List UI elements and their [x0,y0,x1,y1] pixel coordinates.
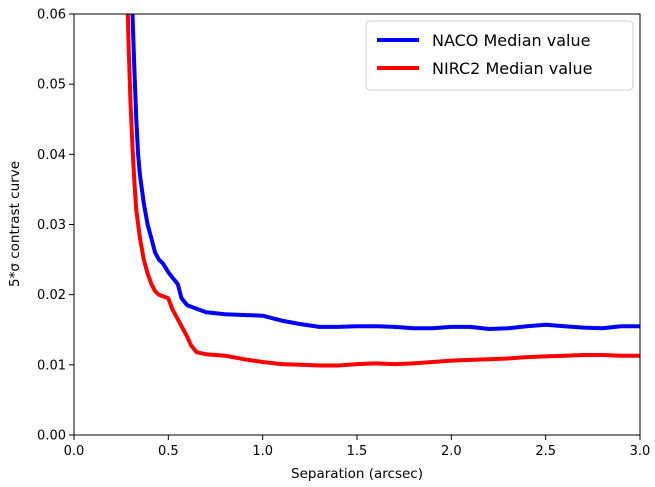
series-line-naco [130,14,640,331]
legend-label-nirc2: NIRC2 Median value [432,59,592,78]
y-tick-label: 0.03 [37,218,66,233]
y-axis-label: 5*σ contrast curve [7,161,23,287]
legend-box [365,20,634,91]
y-tick-label: 0.00 [37,429,66,444]
x-tick-label: 0.0 [64,444,85,459]
x-tick-label: 2.5 [535,444,556,459]
series-line-nirc2 [125,14,640,368]
x-tick-label: 0.5 [158,444,179,459]
y-tick-label: 0.01 [37,358,66,373]
y-tick-label: 0.06 [37,8,66,23]
x-tick-label: 1.5 [347,444,368,459]
legend: NACO Median value NIRC2 Median value [365,20,634,91]
series-layer [125,14,640,368]
y-tick-label: 0.04 [37,148,66,163]
legend-label-naco: NACO Median value [432,31,590,50]
x-axis: 0.0 0.5 1.0 1.5 2.0 2.5 3.0 [64,435,651,459]
x-tick-label: 1.0 [252,444,273,459]
x-axis-label: Separation (arcsec) [291,466,423,482]
x-tick-label: 2.0 [441,444,462,459]
y-tick-label: 0.02 [37,288,66,303]
y-axis: 0.00 0.01 0.02 0.03 0.04 0.05 0.06 [37,8,74,444]
x-tick-label: 3.0 [630,444,651,459]
y-tick-label: 0.05 [37,78,66,93]
